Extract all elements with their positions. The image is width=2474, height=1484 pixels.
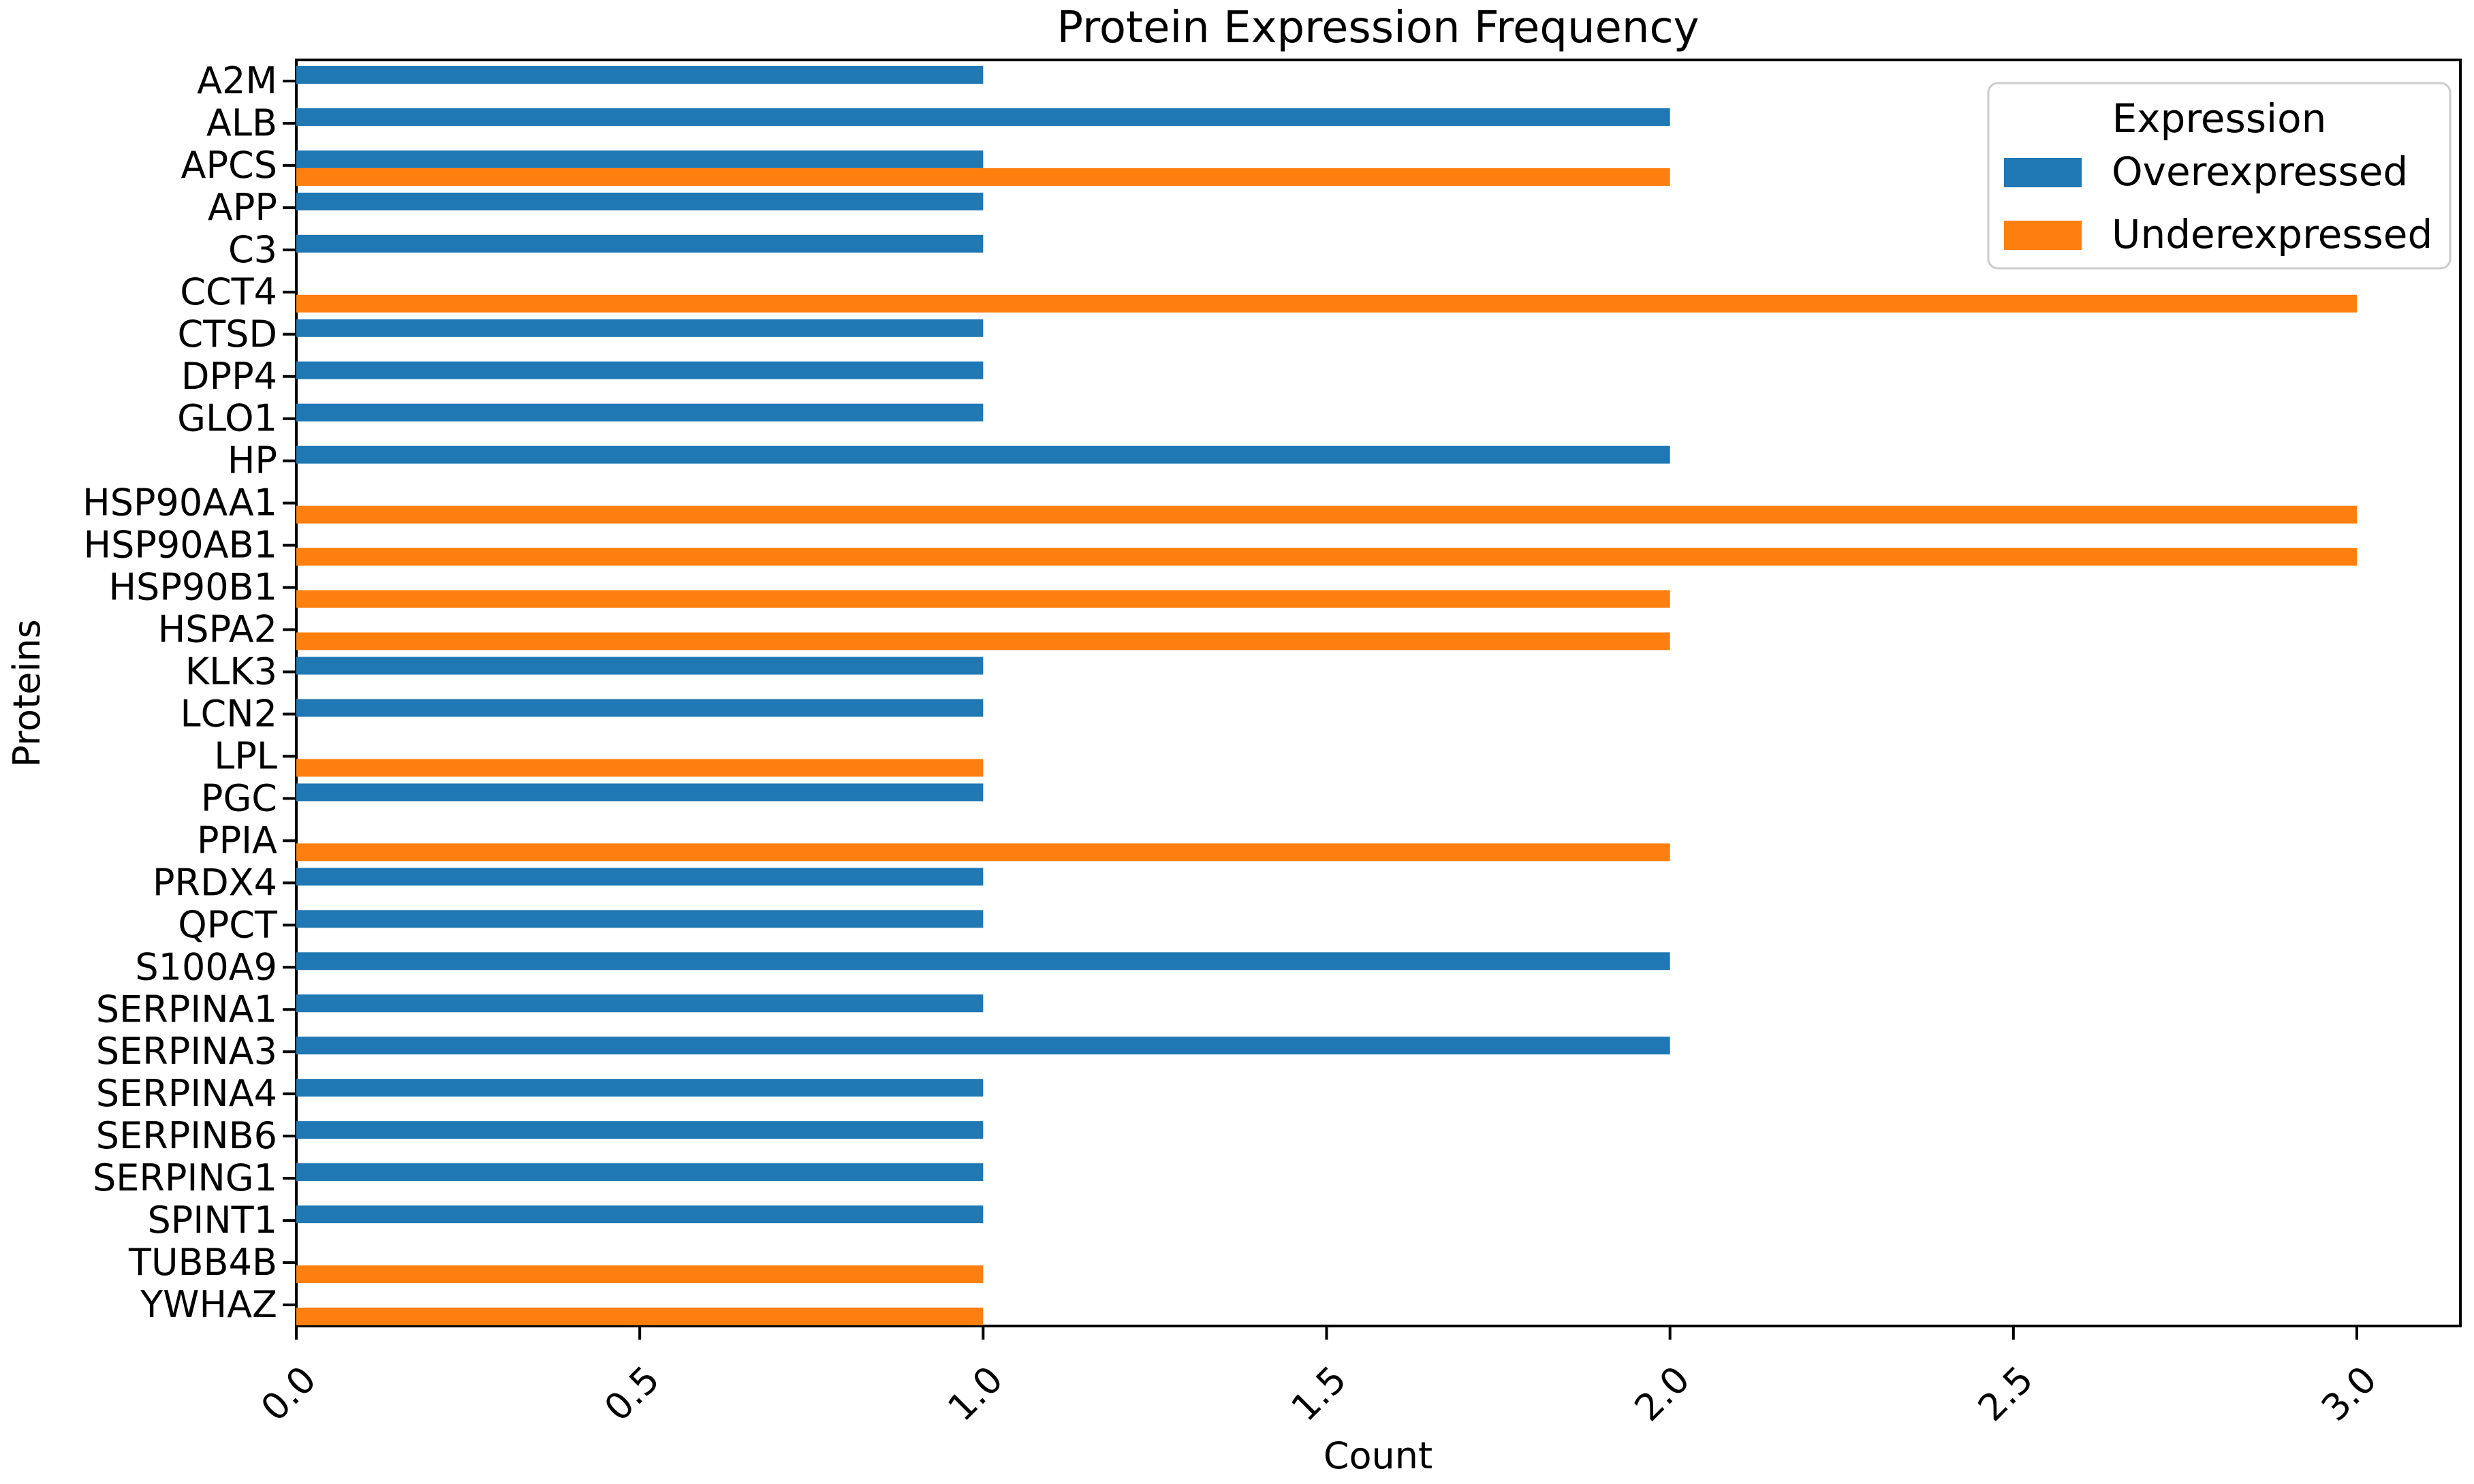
y-tick-label-HSP90AB1: HSP90AB1: [83, 524, 277, 567]
x-tick-label-2.0: 2.0: [1627, 1358, 1698, 1430]
bar-underexpressed-LPL: [296, 759, 984, 777]
bar-underexpressed-YWHAZ: [296, 1308, 984, 1326]
bar-overexpressed-PRDX4: [296, 868, 984, 886]
bar-overexpressed-SERPINB6: [296, 1121, 984, 1139]
x-tick-label-2.5: 2.5: [1970, 1358, 2041, 1430]
x-axis-label: Count: [1324, 1434, 1432, 1477]
bar-overexpressed-SERPING1: [296, 1163, 984, 1182]
legend-entry-label: Underexpressed: [2112, 211, 2432, 257]
legend: Expression Overexpressed Underexpressed: [1987, 82, 2452, 270]
bar-overexpressed-PGC: [296, 783, 984, 802]
y-tick-label-HP: HP: [228, 439, 277, 482]
y-axis-label: Proteins: [5, 619, 48, 767]
y-tick-label-TUBB4B: TUBB4B: [128, 1241, 277, 1284]
y-tick-label-SERPINA3: SERPINA3: [96, 1030, 277, 1073]
y-tick-label-HSP90AA1: HSP90AA1: [82, 481, 277, 524]
bar-overexpressed-SERPINA3: [296, 1037, 1670, 1055]
bar-overexpressed-CTSD: [296, 319, 984, 337]
y-tick-label-ALB: ALB: [206, 101, 277, 144]
bar-overexpressed-HP: [296, 445, 1670, 464]
plot-area: [295, 59, 2462, 1327]
legend-frame: [1987, 82, 2452, 270]
legend-entry-overexpressed: Overexpressed: [2004, 148, 2408, 195]
bar-underexpressed-PPIA: [296, 843, 1670, 862]
y-tick-label-CTSD: CTSD: [177, 313, 277, 356]
bar-underexpressed-CCT4: [296, 294, 2357, 313]
x-tick-label-1.0: 1.0: [939, 1358, 1011, 1430]
y-tick-label-LCN2: LCN2: [180, 692, 277, 735]
bar-overexpressed-SPINT1: [296, 1205, 984, 1224]
bar-overexpressed-A2M: [296, 65, 984, 84]
bars-layer: [296, 65, 2357, 1326]
bar-overexpressed-LCN2: [296, 699, 984, 717]
bar-overexpressed-SERPINA4: [296, 1079, 984, 1097]
legend-entry-underexpressed: Underexpressed: [2004, 211, 2432, 257]
y-tick-label-C3: C3: [228, 228, 277, 271]
bar-overexpressed-QPCT: [296, 910, 984, 928]
bar-underexpressed-HSP90AB1: [296, 548, 2357, 566]
bar-underexpressed-HSPA2: [296, 632, 1670, 650]
bar-overexpressed-APCS: [296, 150, 984, 168]
bar-overexpressed-DPP4: [296, 361, 984, 379]
chart-title: Protein Expression Frequency: [1056, 3, 1699, 53]
y-tick-label-CCT4: CCT4: [180, 270, 277, 313]
y-tick-label-SERPING1: SERPING1: [93, 1156, 277, 1199]
y-tick-label-SPINT1: SPINT1: [147, 1199, 277, 1242]
y-tick-label-QPCT: QPCT: [178, 903, 278, 946]
bar-overexpressed-ALB: [296, 108, 1670, 126]
x-tick-label-3.0: 3.0: [2313, 1358, 2385, 1430]
bar-underexpressed-APCS: [296, 168, 1670, 186]
y-tick-label-S100A9: S100A9: [135, 945, 277, 988]
y-tick-label-HSPA2: HSPA2: [158, 608, 277, 651]
bar-overexpressed-GLO1: [296, 403, 984, 422]
legend-entry-label: Overexpressed: [2112, 148, 2408, 195]
y-tick-label-PRDX4: PRDX4: [153, 861, 277, 904]
y-tick-label-DPP4: DPP4: [181, 355, 277, 398]
y-tick-label-SERPINA4: SERPINA4: [96, 1072, 277, 1115]
orange-legend-swatch: [2004, 221, 2082, 250]
blue-legend-swatch: [2004, 158, 2082, 187]
y-tick-label-SERPINA1: SERPINA1: [96, 988, 277, 1030]
y-tick-label-LPL: LPL: [214, 734, 277, 777]
y-tick-label-GLO1: GLO1: [177, 397, 277, 440]
bar-overexpressed-S100A9: [296, 952, 1670, 970]
bar-overexpressed-KLK3: [296, 657, 984, 675]
bar-underexpressed-HSP90AA1: [296, 505, 2357, 524]
y-tick-label-KLK3: KLK3: [185, 650, 277, 693]
y-tick-label-YWHAZ: YWHAZ: [140, 1283, 277, 1326]
bar-overexpressed-C3: [296, 234, 984, 253]
y-tick-label-APP: APP: [208, 186, 277, 229]
y-tick-label-APCS: APCS: [181, 144, 278, 187]
bar-overexpressed-SERPINA1: [296, 994, 984, 1013]
y-tick-label-SERPINB6: SERPINB6: [96, 1114, 277, 1157]
bar-underexpressed-HSP90B1: [296, 590, 1670, 608]
x-tick-label-1.5: 1.5: [1283, 1358, 1354, 1430]
bar-underexpressed-TUBB4B: [296, 1265, 984, 1284]
x-tick-label-0.0: 0.0: [253, 1358, 324, 1430]
bar-overexpressed-APP: [296, 192, 984, 210]
y-tick-label-PPIA: PPIA: [197, 819, 277, 862]
y-tick-label-A2M: A2M: [197, 59, 277, 102]
legend-title: Expression: [2112, 95, 2327, 142]
x-tick-label-0.5: 0.5: [596, 1358, 668, 1430]
y-tick-label-HSP90B1: HSP90B1: [108, 566, 277, 609]
y-tick-label-PGC: PGC: [201, 776, 277, 819]
